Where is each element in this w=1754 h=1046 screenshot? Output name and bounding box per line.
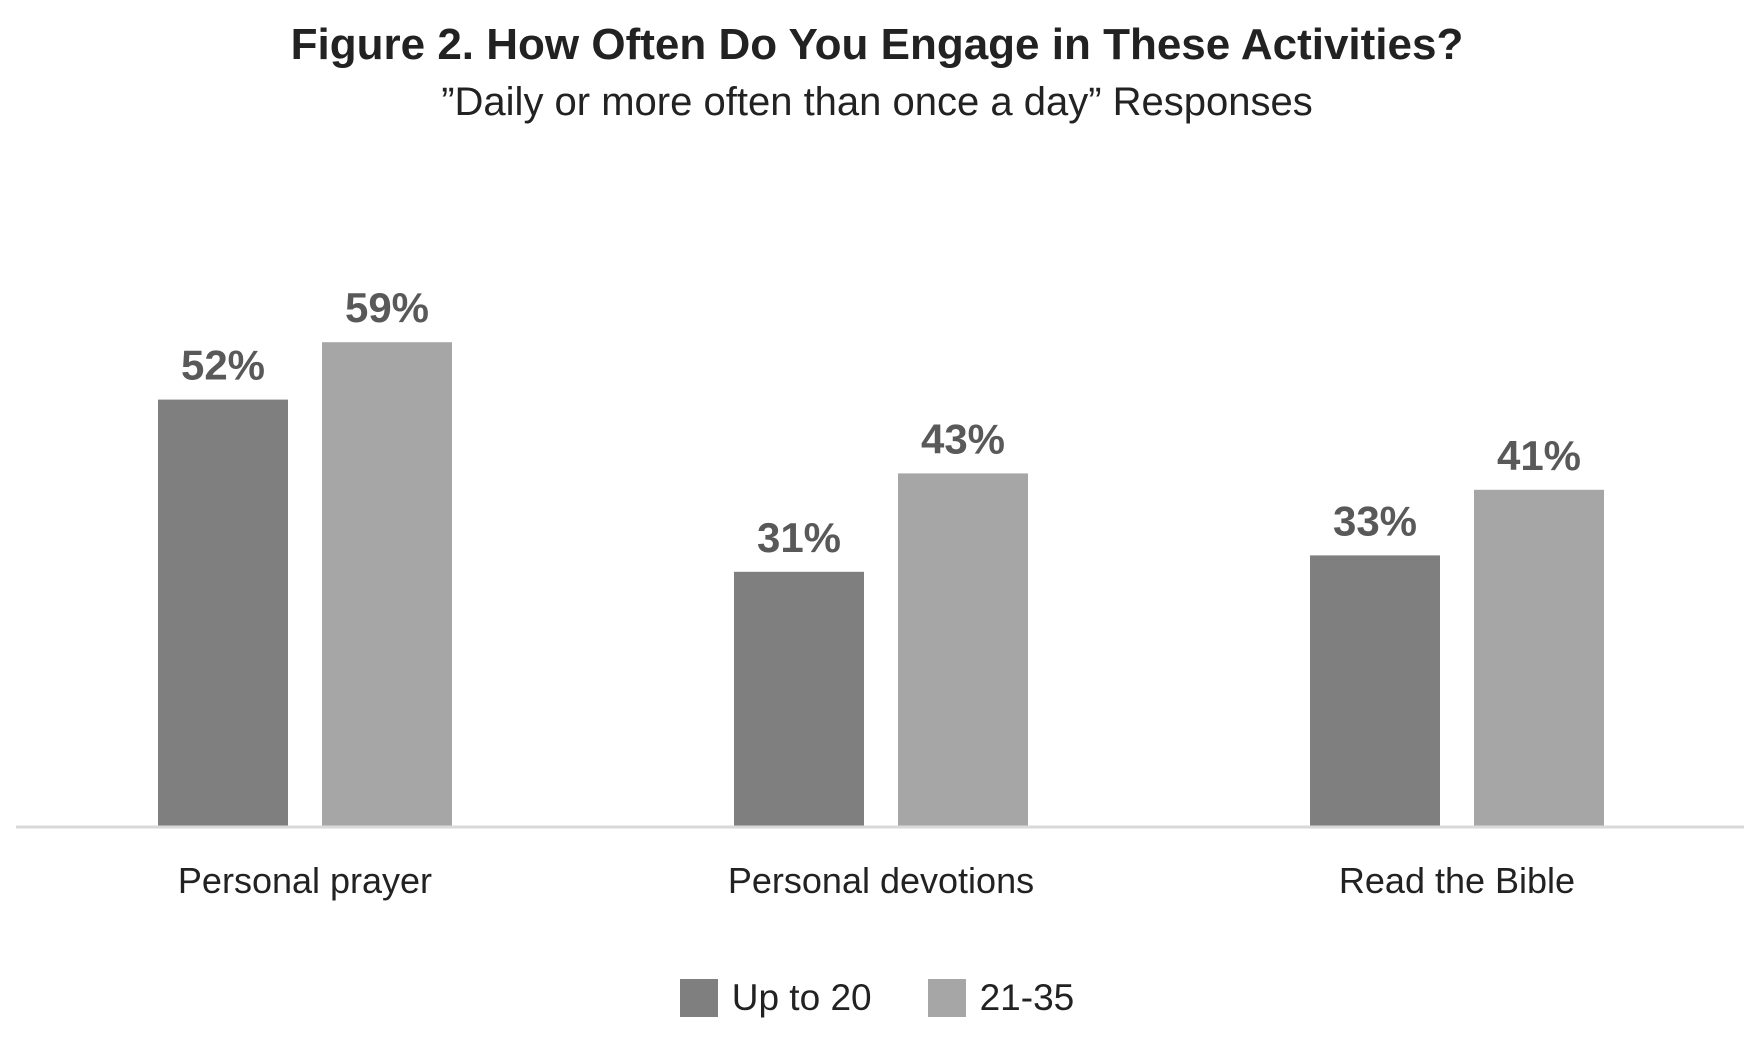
data-label-up-to-20-personal-prayer: 52% xyxy=(181,342,265,389)
bar-21-35-read-the-bible xyxy=(1474,489,1604,826)
bar-up-to-20-personal-devotions xyxy=(734,571,864,826)
category-label-personal-prayer: Personal prayer xyxy=(178,860,432,901)
data-label-up-to-20-personal-devotions: 31% xyxy=(757,514,841,561)
category-label-personal-devotions: Personal devotions xyxy=(728,860,1034,901)
data-label-21-35-personal-prayer: 59% xyxy=(345,284,429,331)
bar-21-35-personal-prayer xyxy=(322,342,452,826)
legend-swatch-21-35 xyxy=(927,979,966,1017)
chart-title: Figure 2. How Often Do You Engage in The… xyxy=(290,20,1464,69)
bar-up-to-20-personal-prayer xyxy=(158,399,288,826)
legend-swatch-up-to-20 xyxy=(679,979,718,1017)
chart-subtitle: ”Daily or more often than once a day” Re… xyxy=(441,80,1313,124)
category-label-read-the-bible: Read the Bible xyxy=(1339,860,1575,901)
data-label-21-35-personal-devotions: 43% xyxy=(921,415,1005,462)
legend: Up to 20 21-35 xyxy=(0,977,1754,1019)
data-label-up-to-20-read-the-bible: 33% xyxy=(1333,497,1417,544)
legend-label-up-to-20: Up to 20 xyxy=(731,977,872,1018)
bar-up-to-20-read-the-bible xyxy=(1310,555,1440,826)
bar-21-35-personal-devotions xyxy=(898,473,1028,826)
data-label-21-35-read-the-bible: 41% xyxy=(1497,432,1581,479)
legend-item-up-to-20: Up to 20 xyxy=(679,977,872,1019)
legend-label-21-35: 21-35 xyxy=(979,977,1075,1018)
legend-item-21-35: 21-35 xyxy=(927,977,1075,1019)
bar-chart: 52% 59% Personal prayer 31% 43% Personal devo… xyxy=(16,284,1744,901)
